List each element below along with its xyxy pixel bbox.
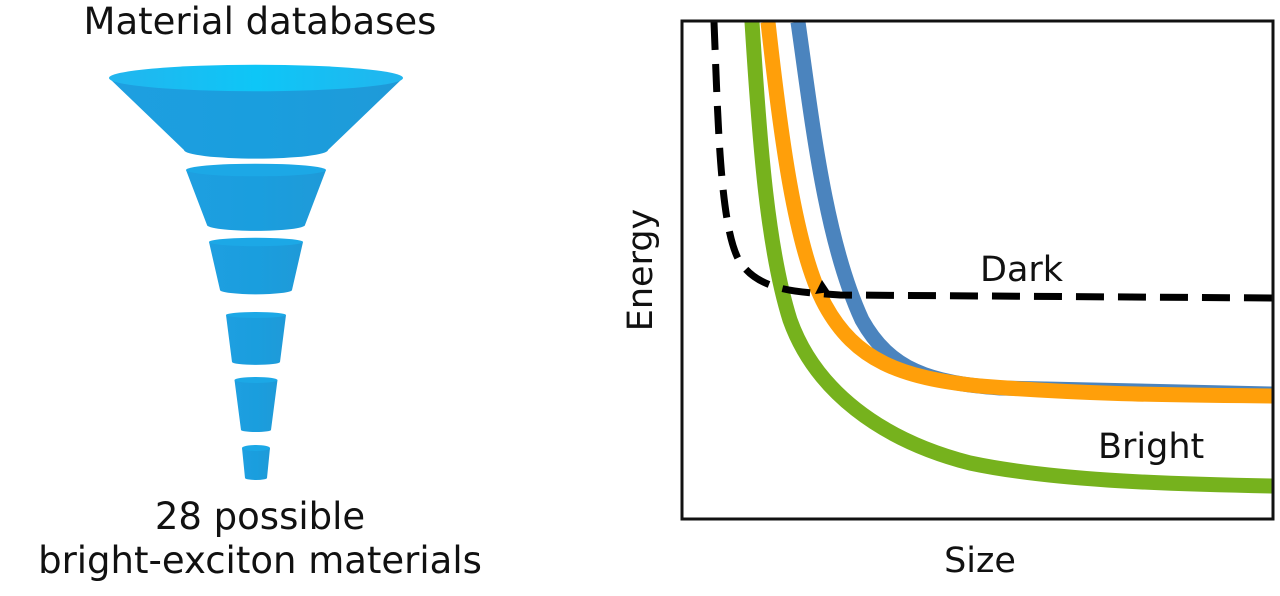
crossing-arrow-icon [815, 280, 830, 294]
funnel-top-label: Material databases [83, 0, 437, 43]
x-axis-label: Size [944, 541, 1016, 581]
dark-state-label: Dark [980, 250, 1064, 290]
energy-size-chart: Dark Bright Size Energy [621, 19, 1275, 581]
green-bright-curve [744, 22, 1272, 494]
funnel-segment-rim-3 [209, 237, 303, 247]
funnel-segment-4 [226, 315, 286, 365]
funnel-segment-3 [209, 242, 303, 295]
funnel-segment-rim-5 [234, 377, 278, 383]
funnel-result-count: 28 possible [154, 495, 366, 538]
funnel-segment-rim-6 [242, 445, 270, 451]
orange-bright-curve [760, 22, 1272, 404]
plot-frame [680, 19, 1275, 521]
funnel-segment-rim-4 [226, 312, 286, 318]
funnel-segment-rim-1 [109, 64, 403, 92]
funnel-graphic [109, 64, 403, 480]
funnel-segment-rim-2 [186, 163, 326, 177]
funnel-segment-1 [109, 78, 403, 159]
funnel-segment-5 [234, 380, 278, 432]
bright-state-label: Bright [1098, 427, 1204, 467]
funnel-segment-6 [242, 448, 270, 480]
blue-bright-curve [790, 22, 1272, 402]
y-axis-label: Energy [621, 209, 661, 332]
dark-dashed-curve [710, 22, 1272, 302]
funnel-result-description: bright-exciton materials [38, 539, 482, 582]
funnel-segment-2 [186, 170, 326, 231]
